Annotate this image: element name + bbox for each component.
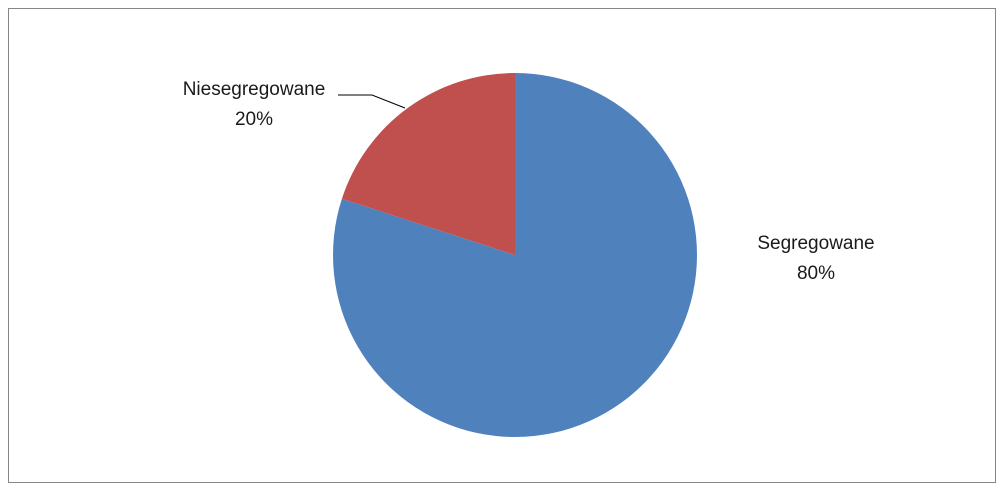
slice-percent-label: 80% bbox=[797, 263, 835, 284]
data-label-segregowane: Segregowane 80% bbox=[757, 233, 874, 284]
slice-category-label: Niesegregowane bbox=[183, 79, 326, 100]
pie-slice-niesegregowane bbox=[341, 73, 515, 255]
slice-category-label: Segregowane bbox=[757, 233, 874, 254]
leader-line bbox=[338, 94, 406, 109]
slice-percent-label: 20% bbox=[235, 109, 273, 130]
pie-slices bbox=[333, 73, 697, 437]
data-label-niesegregowane: Niesegregowane 20% bbox=[183, 79, 326, 130]
